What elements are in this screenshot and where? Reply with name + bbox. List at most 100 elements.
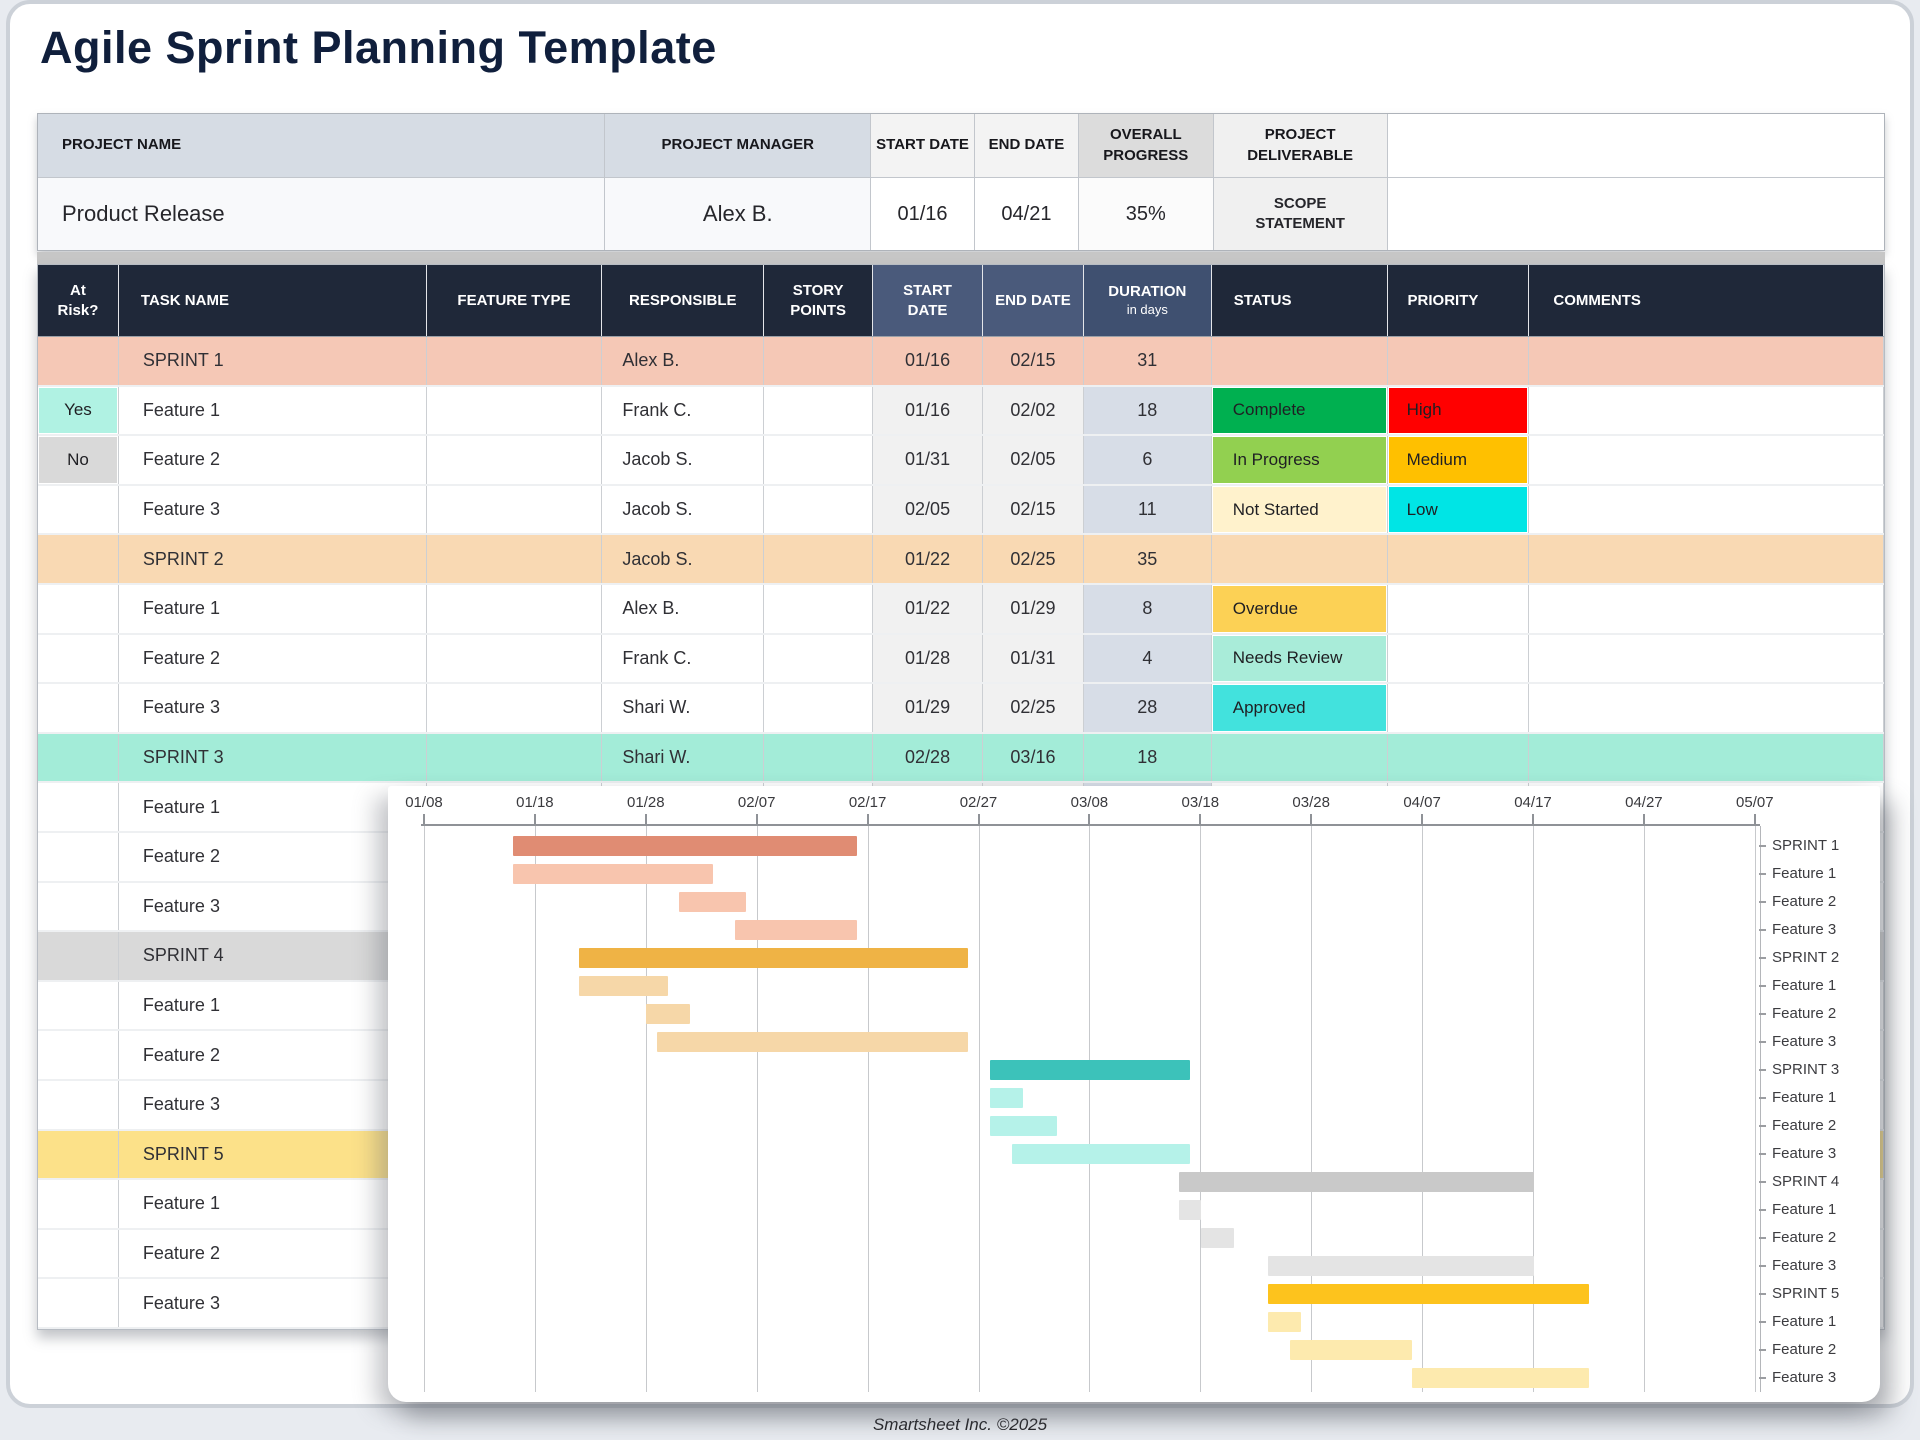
task-name-cell[interactable]: Feature 3	[118, 1279, 427, 1327]
comments-cell[interactable]	[1529, 535, 1885, 583]
duration-cell[interactable]: 31	[1083, 337, 1212, 385]
start-date-cell[interactable]: 02/28	[873, 733, 983, 782]
comments-cell[interactable]	[1529, 684, 1885, 732]
at-risk-cell[interactable]	[38, 1180, 119, 1228]
at-risk-cell[interactable]	[38, 684, 119, 732]
overall-progress-value[interactable]: 35%	[1078, 178, 1214, 250]
task-name-cell[interactable]: Feature 1	[118, 783, 427, 831]
start-date-cell[interactable]: 01/16	[873, 337, 983, 385]
priority-cell[interactable]	[1387, 733, 1530, 782]
at-risk-cell[interactable]	[38, 882, 119, 931]
feature-type-cell[interactable]	[426, 485, 603, 534]
task-name-cell[interactable]: SPRINT 1	[118, 337, 427, 385]
task-name-cell[interactable]: Feature 1	[118, 1180, 427, 1228]
responsible-cell[interactable]: Jacob S.	[602, 535, 765, 583]
end-date-cell[interactable]: 02/15	[983, 485, 1084, 534]
task-name-cell[interactable]: SPRINT 4	[118, 932, 427, 980]
task-name-cell[interactable]: SPRINT 2	[118, 535, 427, 583]
duration-cell[interactable]: 4	[1083, 634, 1212, 683]
end-date-cell[interactable]: 01/29	[983, 584, 1084, 633]
priority-cell[interactable]	[1387, 337, 1530, 385]
end-date-cell[interactable]: 02/02	[983, 386, 1084, 435]
empty-value-cell[interactable]	[1387, 178, 1885, 250]
task-name-cell[interactable]: Feature 2	[118, 1229, 427, 1278]
at-risk-cell[interactable]	[38, 932, 119, 980]
end-date-cell[interactable]: 01/31	[983, 634, 1084, 683]
duration-cell[interactable]: 18	[1083, 386, 1212, 435]
at-risk-cell[interactable]	[38, 1080, 119, 1129]
status-cell[interactable]: In Progress	[1211, 436, 1388, 484]
duration-cell[interactable]: 6	[1083, 436, 1212, 484]
responsible-cell[interactable]: Shari W.	[602, 684, 765, 732]
story-points-cell[interactable]	[764, 386, 874, 435]
at-risk-cell[interactable]	[38, 535, 119, 583]
end-date-cell[interactable]: 02/05	[983, 436, 1084, 484]
priority-cell[interactable]: High	[1387, 386, 1530, 435]
responsible-cell[interactable]: Frank C.	[602, 386, 765, 435]
priority-cell[interactable]: Low	[1387, 485, 1530, 534]
project-name-value[interactable]: Product Release	[38, 178, 606, 250]
responsible-cell[interactable]: Alex B.	[602, 584, 765, 633]
at-risk-cell[interactable]	[38, 1229, 119, 1278]
at-risk-cell[interactable]	[38, 337, 119, 385]
story-points-cell[interactable]	[764, 684, 874, 732]
story-points-cell[interactable]	[764, 584, 874, 633]
at-risk-cell[interactable]: No	[38, 436, 119, 484]
status-cell[interactable]	[1211, 337, 1388, 385]
task-name-cell[interactable]: Feature 3	[118, 684, 427, 732]
feature-type-cell[interactable]	[426, 436, 603, 484]
status-cell[interactable]: Complete	[1211, 386, 1388, 435]
feature-type-cell[interactable]	[426, 535, 603, 583]
at-risk-cell[interactable]	[38, 733, 119, 782]
comments-cell[interactable]	[1529, 386, 1885, 435]
story-points-cell[interactable]	[764, 733, 874, 782]
start-date-cell[interactable]: 01/29	[873, 684, 983, 732]
comments-cell[interactable]	[1529, 584, 1885, 633]
feature-type-cell[interactable]	[426, 337, 603, 385]
story-points-cell[interactable]	[764, 535, 874, 583]
comments-cell[interactable]	[1529, 436, 1885, 484]
task-name-cell[interactable]: Feature 2	[118, 634, 427, 683]
start-date-cell[interactable]: 01/16	[873, 386, 983, 435]
feature-type-cell[interactable]	[426, 386, 603, 435]
priority-cell[interactable]: Medium	[1387, 436, 1530, 484]
comments-cell[interactable]	[1529, 337, 1885, 385]
end-date-value[interactable]: 04/21	[974, 178, 1079, 250]
priority-cell[interactable]	[1387, 584, 1530, 633]
project-manager-value[interactable]: Alex B.	[605, 178, 872, 250]
comments-cell[interactable]	[1529, 733, 1885, 782]
feature-type-cell[interactable]	[426, 584, 603, 633]
end-date-cell[interactable]: 02/25	[983, 535, 1084, 583]
comments-cell[interactable]	[1529, 634, 1885, 683]
responsible-cell[interactable]: Alex B.	[602, 337, 765, 385]
start-date-cell[interactable]: 01/22	[873, 584, 983, 633]
end-date-cell[interactable]: 02/25	[983, 684, 1084, 732]
task-name-cell[interactable]: Feature 1	[118, 981, 427, 1030]
at-risk-cell[interactable]	[38, 1031, 119, 1079]
status-cell[interactable]: Approved	[1211, 684, 1388, 732]
story-points-cell[interactable]	[764, 337, 874, 385]
at-risk-cell[interactable]: Yes	[38, 386, 119, 435]
duration-cell[interactable]: 11	[1083, 485, 1212, 534]
start-date-cell[interactable]: 01/22	[873, 535, 983, 583]
responsible-cell[interactable]: Frank C.	[602, 634, 765, 683]
task-name-cell[interactable]: Feature 3	[118, 882, 427, 931]
responsible-cell[interactable]: Shari W.	[602, 733, 765, 782]
at-risk-cell[interactable]	[38, 485, 119, 534]
task-name-cell[interactable]: Feature 1	[118, 584, 427, 633]
status-cell[interactable]	[1211, 535, 1388, 583]
status-cell[interactable]	[1211, 733, 1388, 782]
story-points-cell[interactable]	[764, 485, 874, 534]
feature-type-cell[interactable]	[426, 684, 603, 732]
task-name-cell[interactable]: Feature 2	[118, 832, 427, 881]
task-name-cell[interactable]: SPRINT 3	[118, 733, 427, 782]
at-risk-cell[interactable]	[38, 832, 119, 881]
task-name-cell[interactable]: SPRINT 5	[118, 1130, 427, 1179]
task-name-cell[interactable]: Feature 3	[118, 1080, 427, 1129]
at-risk-cell[interactable]	[38, 1279, 119, 1327]
priority-cell[interactable]	[1387, 634, 1530, 683]
duration-cell[interactable]: 8	[1083, 584, 1212, 633]
story-points-cell[interactable]	[764, 436, 874, 484]
start-date-cell[interactable]: 01/28	[873, 634, 983, 683]
at-risk-cell[interactable]	[38, 981, 119, 1030]
